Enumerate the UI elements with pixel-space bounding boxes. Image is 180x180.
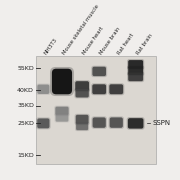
Text: 40KD: 40KD [17, 87, 34, 93]
FancyBboxPatch shape [91, 66, 107, 77]
Text: Mouse skeletal muscle: Mouse skeletal muscle [62, 3, 100, 55]
FancyBboxPatch shape [127, 117, 145, 130]
FancyBboxPatch shape [50, 67, 74, 96]
FancyBboxPatch shape [128, 60, 143, 69]
Text: Mouse heart: Mouse heart [82, 25, 105, 55]
FancyBboxPatch shape [36, 84, 51, 95]
Text: Mouse brain: Mouse brain [99, 26, 122, 55]
FancyBboxPatch shape [108, 83, 124, 95]
FancyBboxPatch shape [75, 114, 90, 125]
FancyBboxPatch shape [127, 65, 144, 76]
FancyBboxPatch shape [75, 81, 89, 91]
FancyBboxPatch shape [127, 72, 144, 82]
Text: 15KD: 15KD [17, 153, 34, 158]
FancyBboxPatch shape [75, 122, 89, 131]
FancyBboxPatch shape [91, 83, 107, 95]
Text: 25KD: 25KD [17, 121, 34, 126]
Text: SSPN: SSPN [153, 120, 171, 126]
Text: NIH3T3: NIH3T3 [43, 37, 58, 55]
FancyBboxPatch shape [108, 116, 124, 129]
FancyBboxPatch shape [52, 69, 72, 94]
FancyBboxPatch shape [110, 117, 123, 128]
FancyBboxPatch shape [37, 85, 49, 94]
FancyBboxPatch shape [92, 67, 106, 76]
FancyBboxPatch shape [127, 59, 144, 70]
FancyBboxPatch shape [55, 107, 69, 115]
Text: Rat brain: Rat brain [136, 32, 154, 55]
FancyBboxPatch shape [128, 118, 143, 129]
FancyBboxPatch shape [76, 123, 88, 130]
FancyBboxPatch shape [76, 115, 89, 124]
FancyBboxPatch shape [75, 89, 89, 98]
FancyBboxPatch shape [55, 113, 69, 123]
FancyBboxPatch shape [74, 88, 90, 98]
FancyBboxPatch shape [93, 117, 106, 128]
Bar [36, 56, 156, 165]
FancyBboxPatch shape [109, 84, 123, 94]
FancyBboxPatch shape [128, 73, 143, 81]
FancyBboxPatch shape [92, 84, 106, 94]
FancyBboxPatch shape [91, 116, 107, 129]
Text: 35KD: 35KD [17, 103, 34, 108]
FancyBboxPatch shape [36, 117, 51, 129]
FancyBboxPatch shape [37, 118, 50, 128]
Text: Rat heart: Rat heart [116, 32, 135, 55]
FancyBboxPatch shape [74, 80, 90, 92]
Text: 55KD: 55KD [17, 66, 34, 71]
FancyBboxPatch shape [54, 106, 70, 116]
FancyBboxPatch shape [56, 114, 68, 122]
FancyBboxPatch shape [128, 66, 143, 75]
